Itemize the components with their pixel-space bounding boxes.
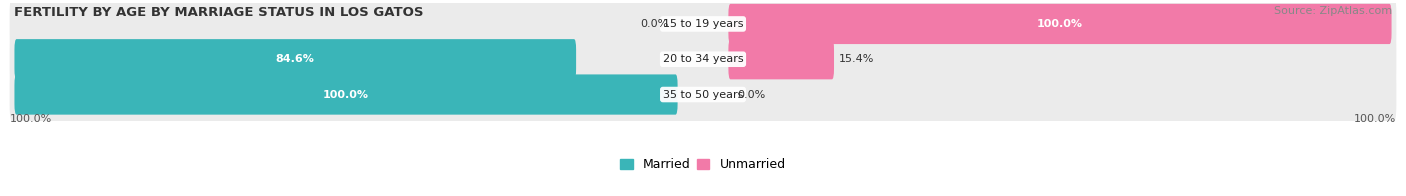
FancyBboxPatch shape [10,31,1396,88]
Text: 0.0%: 0.0% [640,19,669,29]
Text: 20 to 34 years: 20 to 34 years [662,54,744,64]
FancyBboxPatch shape [14,74,678,115]
Text: 100.0%: 100.0% [1354,113,1396,123]
FancyBboxPatch shape [14,39,576,79]
FancyBboxPatch shape [10,66,1396,123]
Text: 15 to 19 years: 15 to 19 years [662,19,744,29]
Text: Source: ZipAtlas.com: Source: ZipAtlas.com [1274,6,1392,16]
Text: 0.0%: 0.0% [737,90,766,100]
Text: 84.6%: 84.6% [276,54,315,64]
Text: FERTILITY BY AGE BY MARRIAGE STATUS IN LOS GATOS: FERTILITY BY AGE BY MARRIAGE STATUS IN L… [14,6,423,19]
Text: 35 to 50 years: 35 to 50 years [662,90,744,100]
Text: 100.0%: 100.0% [10,113,52,123]
Text: 100.0%: 100.0% [1038,19,1083,29]
FancyBboxPatch shape [728,4,1392,44]
Text: 100.0%: 100.0% [323,90,368,100]
FancyBboxPatch shape [728,39,834,79]
Text: 15.4%: 15.4% [839,54,875,64]
FancyBboxPatch shape [10,0,1396,53]
Legend: Married, Unmarried: Married, Unmarried [616,153,790,176]
